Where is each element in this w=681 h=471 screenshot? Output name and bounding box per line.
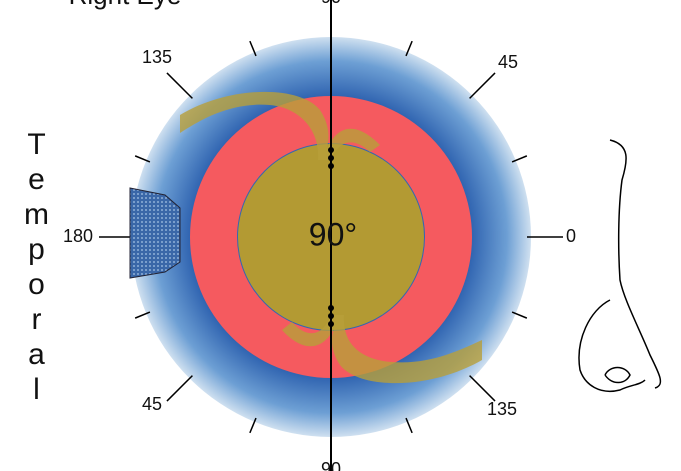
axis-label: 45: [142, 394, 162, 414]
tick: [405, 40, 413, 57]
tick: [405, 417, 413, 434]
axis-label: 180: [63, 226, 93, 246]
side-label: Temporal: [20, 128, 53, 408]
nose-sketch: [578, 139, 662, 392]
axis-label: 135: [142, 47, 172, 67]
tick: [511, 311, 528, 319]
tick: [249, 40, 257, 57]
axis-label: 135: [487, 399, 517, 419]
tick: [134, 311, 151, 319]
tick: [249, 417, 257, 434]
tick-marks: [99, 40, 563, 434]
tick: [166, 72, 193, 99]
center-label: 90°: [309, 216, 357, 252]
title: Right Eye: [69, 0, 182, 10]
axis-label: 90: [321, 0, 341, 7]
tick: [469, 375, 496, 402]
tick: [134, 155, 151, 163]
incision-marker: [129, 187, 181, 279]
tick: [469, 72, 496, 99]
tick: [511, 155, 528, 163]
axis-label: 90: [321, 459, 341, 471]
tick: [166, 375, 193, 402]
axis-dots: [328, 147, 334, 327]
axis-label: 45: [498, 52, 518, 72]
axis-label: 0: [566, 226, 576, 246]
red-ring: [190, 96, 472, 378]
